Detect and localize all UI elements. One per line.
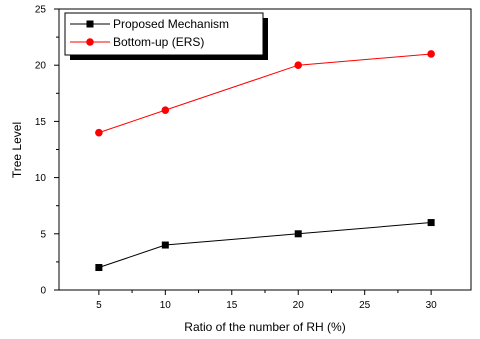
x-tick-label: 15 — [226, 300, 238, 311]
legend-label-ers: Bottom-up (ERS) — [113, 35, 204, 49]
data-point-proposed — [294, 230, 302, 238]
data-point-proposed — [161, 241, 169, 249]
legend: Proposed Mechanism Bottom-up (ERS) — [64, 12, 268, 60]
axis-ticks: 5 10 15 20 25 30 0 5 10 15 20 25 — [35, 5, 437, 312]
legend-marker-ers — [86, 38, 94, 46]
data-point-proposed — [95, 264, 103, 272]
data-point-ers — [95, 128, 103, 137]
x-tick-label: 5 — [96, 300, 102, 311]
legend-marker-proposed — [86, 20, 94, 28]
y-axis-title: Tree Level — [10, 122, 24, 178]
legend-box — [64, 12, 264, 56]
data-point-proposed — [427, 219, 435, 227]
x-tick-label: 20 — [293, 300, 305, 311]
x-axis-title: Ratio of the number of RH (%) — [184, 320, 345, 334]
data-point-ers — [427, 50, 435, 58]
y-tick-label: 20 — [35, 61, 47, 72]
y-tick-label: 25 — [35, 5, 47, 16]
series-line-1 — [98, 53, 432, 134]
series-line-0 — [98, 222, 432, 268]
legend-label-proposed: Proposed Mechanism — [113, 17, 229, 31]
x-tick-label: 10 — [160, 300, 172, 311]
y-tick-label: 5 — [40, 229, 46, 240]
y-tick-label: 10 — [35, 173, 47, 184]
y-tick-label: 0 — [40, 286, 46, 297]
x-tick-label: 25 — [359, 300, 371, 311]
series-layer — [95, 50, 435, 272]
y-tick-label: 15 — [35, 117, 47, 128]
data-point-ers — [294, 61, 303, 69]
x-tick-label: 30 — [426, 300, 438, 311]
data-point-ers — [161, 106, 170, 114]
